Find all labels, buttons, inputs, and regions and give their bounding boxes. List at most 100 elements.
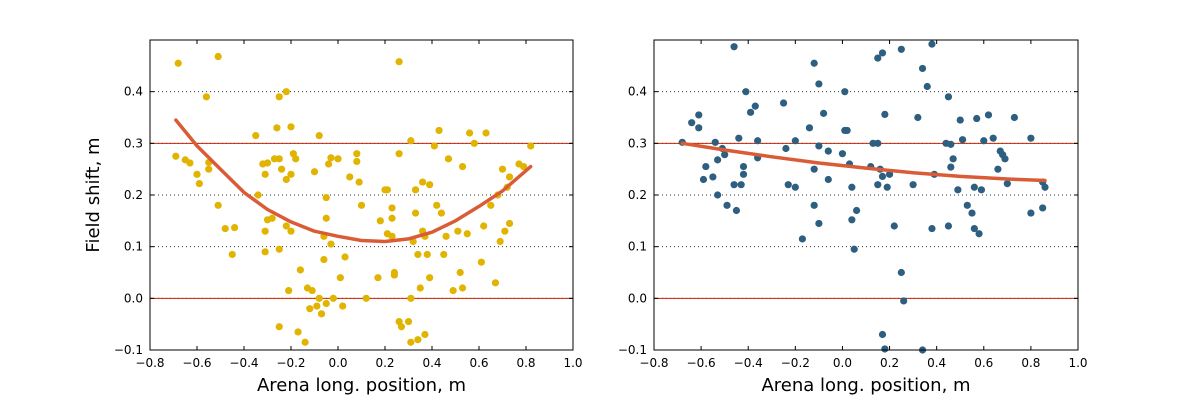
data-point	[254, 191, 262, 199]
data-point	[231, 223, 239, 232]
data-point	[714, 191, 722, 199]
data-point	[470, 139, 478, 147]
data-point	[357, 201, 366, 209]
data-point	[252, 131, 260, 140]
data-point	[695, 111, 703, 119]
data-point	[214, 52, 222, 61]
data-point	[963, 201, 971, 209]
fit-line	[680, 141, 1047, 183]
data-point	[287, 227, 295, 235]
data-point	[390, 271, 398, 279]
x-tick-label: 1.0	[1068, 356, 1087, 370]
data-point	[430, 142, 438, 150]
data-point	[334, 155, 342, 163]
data-point	[970, 183, 978, 191]
data-point	[315, 131, 323, 140]
y-tick-label: 0.0	[124, 291, 143, 305]
data-point	[852, 206, 861, 215]
data-point	[186, 159, 194, 167]
data-point	[273, 124, 281, 132]
y-tick-label: 0.0	[628, 291, 647, 305]
x-tick-label: 1.0	[563, 356, 582, 370]
x-axis-label: Arena long. position, m	[761, 375, 970, 396]
data-point	[784, 181, 792, 189]
data-point	[466, 129, 474, 137]
y-tick-label: 0.3	[124, 136, 143, 150]
data-point	[737, 181, 745, 189]
data-point	[918, 64, 927, 73]
data-point	[458, 284, 467, 292]
data-point	[458, 162, 467, 171]
data-point	[874, 54, 882, 62]
data-point	[848, 183, 856, 191]
data-point	[791, 137, 799, 145]
data-point	[730, 43, 738, 51]
data-point	[1027, 134, 1035, 142]
data-point	[463, 230, 471, 238]
data-point	[958, 136, 967, 144]
data-point	[383, 186, 391, 194]
data-point	[449, 286, 457, 295]
data-point	[885, 170, 894, 178]
data-point	[263, 159, 272, 167]
y-tick-label: 0.2	[628, 188, 647, 202]
x-tick-label: −0.2	[781, 356, 810, 370]
data-point	[419, 178, 427, 186]
data-point	[973, 114, 981, 123]
x-axis-label: Arena long. position, m	[257, 375, 466, 396]
data-point	[433, 201, 441, 209]
data-point	[520, 162, 528, 171]
data-point	[491, 279, 500, 287]
data-point	[416, 284, 424, 292]
data-point	[527, 142, 535, 150]
data-point	[1003, 180, 1011, 188]
data-point	[944, 222, 953, 230]
data-point	[949, 155, 957, 163]
data-point	[947, 163, 955, 171]
x-tick-label: 0.0	[328, 356, 347, 370]
data-point	[984, 111, 993, 119]
data-point	[346, 173, 354, 181]
y-tick-label: 0.1	[124, 240, 143, 254]
data-point	[751, 102, 759, 110]
data-point	[435, 126, 443, 135]
data-point	[317, 310, 326, 318]
data-point	[407, 137, 415, 145]
data-point	[322, 299, 330, 308]
data-point	[505, 219, 514, 228]
data-point	[897, 268, 905, 277]
data-point	[954, 186, 962, 194]
data-point	[355, 178, 363, 186]
data-point	[374, 274, 382, 282]
data-point	[977, 186, 986, 194]
data-point	[477, 258, 485, 266]
y-tick-label: 0.4	[124, 85, 143, 99]
data-point	[336, 274, 344, 282]
data-point	[268, 214, 276, 222]
data-point	[914, 113, 922, 122]
data-point	[900, 297, 908, 305]
data-point	[709, 173, 717, 181]
data-point	[395, 150, 403, 158]
data-point	[313, 302, 321, 310]
data-point	[742, 88, 750, 96]
data-point	[1039, 204, 1047, 212]
data-point	[285, 286, 293, 295]
data-point	[287, 123, 295, 131]
data-point	[496, 237, 504, 246]
data-point	[407, 338, 415, 346]
data-point	[824, 175, 832, 184]
x-tick-label: 0.2	[880, 356, 899, 370]
data-point	[440, 250, 448, 259]
data-point	[815, 142, 823, 150]
data-point	[275, 245, 283, 253]
x-tick-label: −0.8	[639, 356, 668, 370]
data-point	[739, 162, 748, 171]
data-point	[275, 93, 283, 101]
axes-frame	[149, 39, 574, 351]
data-point	[437, 209, 445, 217]
data-point	[421, 330, 429, 339]
data-point	[195, 180, 203, 188]
data-point	[301, 338, 309, 346]
